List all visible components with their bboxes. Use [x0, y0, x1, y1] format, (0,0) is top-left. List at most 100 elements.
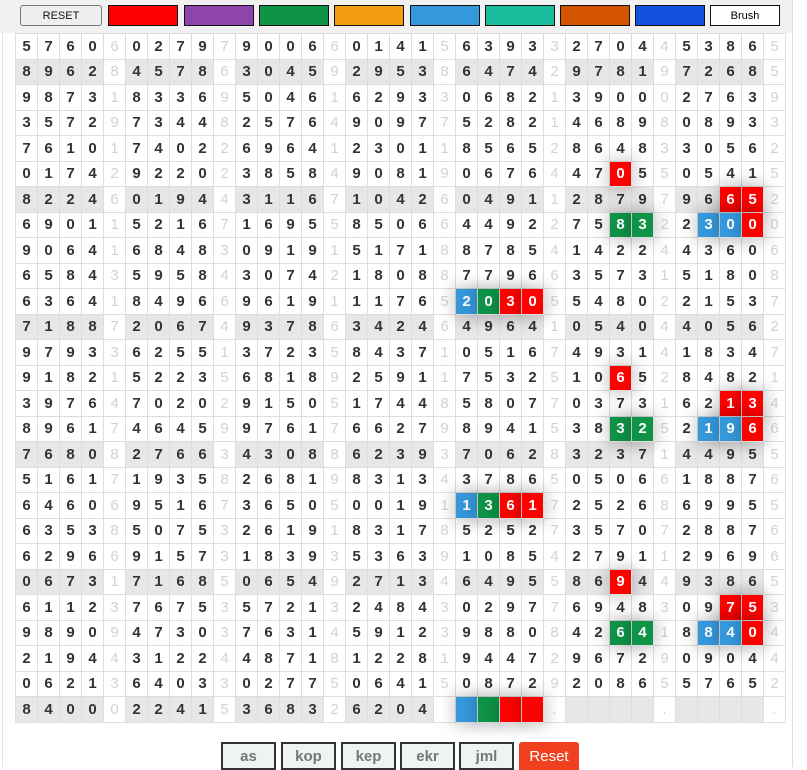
- separator-cell[interactable]: 3: [434, 442, 456, 468]
- grid-cell[interactable]: 9: [500, 595, 522, 621]
- separator-cell[interactable]: 3: [214, 671, 236, 697]
- grid-cell[interactable]: 0: [82, 620, 104, 646]
- grid-cell[interactable]: 3: [368, 467, 390, 493]
- grid-cell[interactable]: 8: [38, 85, 60, 111]
- separator-cell[interactable]: 5: [764, 493, 786, 519]
- grid-cell[interactable]: 8: [588, 416, 610, 442]
- grid-cell[interactable]: 0: [16, 569, 38, 595]
- grid-cell[interactable]: 9: [368, 59, 390, 85]
- grid-cell[interactable]: 2: [346, 136, 368, 162]
- separator-cell[interactable]: [434, 697, 456, 723]
- grid-cell[interactable]: 3: [456, 467, 478, 493]
- grid-cell[interactable]: 6: [302, 34, 324, 60]
- separator-cell[interactable]: 2: [544, 212, 566, 238]
- grid-cell[interactable]: 8: [192, 569, 214, 595]
- grid-cell[interactable]: 4: [82, 187, 104, 213]
- grid-cell[interactable]: 1: [390, 493, 412, 519]
- color-swatch[interactable]: [485, 5, 555, 26]
- grid-cell[interactable]: 8: [632, 136, 654, 162]
- grid-cell[interactable]: 1: [698, 289, 720, 315]
- grid-cell[interactable]: 1: [60, 595, 82, 621]
- separator-cell[interactable]: 2: [764, 187, 786, 213]
- grid-cell[interactable]: 0: [368, 161, 390, 187]
- grid-cell[interactable]: 0: [588, 671, 610, 697]
- separator-cell[interactable]: 6: [214, 289, 236, 315]
- grid-cell[interactable]: 0: [302, 391, 324, 417]
- separator-cell[interactable]: 2: [214, 161, 236, 187]
- grid-cell[interactable]: 0: [192, 620, 214, 646]
- grid-cell[interactable]: 7: [390, 289, 412, 315]
- grid-cell[interactable]: 1: [38, 365, 60, 391]
- grid-cell[interactable]: 8: [720, 34, 742, 60]
- grid-cell[interactable]: 7: [720, 595, 742, 621]
- grid-cell[interactable]: 8: [478, 391, 500, 417]
- grid-cell[interactable]: 1: [412, 136, 434, 162]
- grid-cell[interactable]: 7: [38, 34, 60, 60]
- grid-cell[interactable]: 2: [170, 161, 192, 187]
- grid-cell[interactable]: 0: [126, 34, 148, 60]
- grid-cell[interactable]: 9: [588, 85, 610, 111]
- separator-cell[interactable]: 4: [654, 34, 676, 60]
- grid-cell[interactable]: 7: [280, 314, 302, 340]
- grid-cell[interactable]: 8: [610, 59, 632, 85]
- grid-cell[interactable]: 2: [236, 110, 258, 136]
- separator-cell[interactable]: .: [764, 697, 786, 723]
- grid-cell[interactable]: 2: [280, 595, 302, 621]
- separator-cell[interactable]: 3: [214, 544, 236, 570]
- grid-cell[interactable]: 2: [38, 187, 60, 213]
- separator-cell[interactable]: 8: [434, 518, 456, 544]
- grid-cell[interactable]: 6: [126, 671, 148, 697]
- grid-cell[interactable]: 8: [610, 212, 632, 238]
- separator-cell[interactable]: 5: [324, 493, 346, 519]
- grid-cell[interactable]: 3: [148, 85, 170, 111]
- grid-cell[interactable]: 6: [258, 518, 280, 544]
- separator-cell[interactable]: 7: [654, 518, 676, 544]
- grid-cell[interactable]: 4: [368, 314, 390, 340]
- grid-cell[interactable]: 3: [742, 391, 764, 417]
- grid-cell[interactable]: 0: [236, 569, 258, 595]
- grid-cell[interactable]: 0: [236, 671, 258, 697]
- color-swatch[interactable]: [410, 5, 480, 26]
- grid-cell[interactable]: 4: [390, 187, 412, 213]
- grid-cell[interactable]: 8: [60, 365, 82, 391]
- grid-cell[interactable]: 4: [566, 340, 588, 366]
- grid-cell[interactable]: 7: [742, 467, 764, 493]
- grid-cell[interactable]: 0: [192, 391, 214, 417]
- separator-cell[interactable]: 3: [104, 671, 126, 697]
- grid-cell[interactable]: 5: [280, 391, 302, 417]
- grid-cell[interactable]: 1: [82, 671, 104, 697]
- grid-cell[interactable]: 7: [60, 161, 82, 187]
- grid-cell[interactable]: 8: [258, 365, 280, 391]
- grid-cell[interactable]: 7: [192, 314, 214, 340]
- grid-cell[interactable]: 9: [236, 34, 258, 60]
- grid-cell[interactable]: 7: [610, 646, 632, 672]
- grid-cell[interactable]: 9: [720, 416, 742, 442]
- separator-cell[interactable]: 5: [654, 416, 676, 442]
- grid-cell[interactable]: 3: [412, 59, 434, 85]
- grid-cell[interactable]: 4: [236, 646, 258, 672]
- grid-cell[interactable]: 8: [258, 161, 280, 187]
- grid-cell[interactable]: [676, 697, 698, 723]
- grid-cell[interactable]: 1: [280, 187, 302, 213]
- grid-cell[interactable]: 1: [82, 212, 104, 238]
- separator-cell[interactable]: 8: [104, 442, 126, 468]
- grid-cell[interactable]: 8: [698, 518, 720, 544]
- separator-cell[interactable]: 7: [544, 595, 566, 621]
- separator-cell[interactable]: 9: [764, 85, 786, 111]
- grid-cell[interactable]: 8: [16, 697, 38, 723]
- grid-cell[interactable]: 7: [742, 518, 764, 544]
- grid-cell[interactable]: 1: [280, 238, 302, 264]
- grid-cell[interactable]: 1: [632, 340, 654, 366]
- grid-cell[interactable]: 1: [412, 34, 434, 60]
- grid-cell[interactable]: 4: [742, 340, 764, 366]
- grid-cell[interactable]: 6: [720, 59, 742, 85]
- separator-cell[interactable]: 1: [654, 442, 676, 468]
- grid-cell[interactable]: 6: [192, 289, 214, 315]
- separator-cell[interactable]: 6: [434, 212, 456, 238]
- grid-cell[interactable]: 6: [742, 136, 764, 162]
- grid-cell[interactable]: 0: [522, 289, 544, 315]
- grid-cell[interactable]: 7: [60, 110, 82, 136]
- grid-cell[interactable]: 3: [302, 340, 324, 366]
- separator-cell[interactable]: 6: [764, 467, 786, 493]
- grid-cell[interactable]: 1: [390, 569, 412, 595]
